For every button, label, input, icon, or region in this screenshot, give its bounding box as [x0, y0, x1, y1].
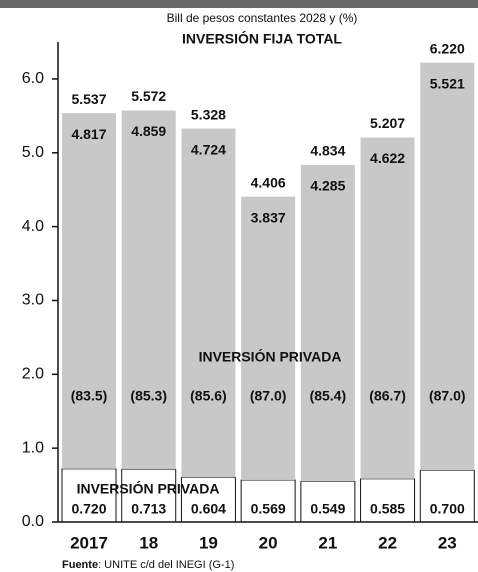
share-label: (85.6): [190, 388, 227, 404]
share-label: (85.3): [130, 388, 167, 404]
total-label: 5.328: [191, 106, 226, 122]
series-label: INVERSIÓN PRIVADA: [199, 348, 342, 365]
private-label: 4.817: [71, 126, 106, 142]
x-tick-label: 20: [259, 533, 278, 552]
x-tick-label: 21: [318, 533, 337, 552]
public-label: 0.585: [370, 501, 405, 517]
total-label: 4.406: [251, 174, 286, 190]
chart-subtitle: Bill de pesos constantes 2028 y (%): [167, 11, 358, 25]
private-bar: [181, 128, 236, 478]
private-bar: [62, 113, 116, 469]
public-label: 0.569: [251, 501, 286, 517]
total-label: 6.220: [430, 40, 465, 56]
y-tick-label: 5.0: [22, 144, 44, 161]
source-label: Fuente: [62, 559, 98, 571]
y-tick-label: 1.0: [22, 439, 44, 456]
top-bar: [0, 0, 478, 8]
total-label: 5.572: [131, 88, 166, 104]
x-tick-label: 19: [199, 533, 218, 552]
share-label: (85.4): [310, 388, 347, 404]
share-label: (86.7): [369, 388, 406, 404]
x-tick-label: 18: [139, 533, 158, 552]
y-tick-label: 3.0: [22, 292, 44, 309]
y-tick-label: 4.0: [22, 218, 44, 235]
public-label: 0.713: [131, 501, 166, 517]
source-text: : UNITE c/d del INEGI (G-1): [98, 559, 234, 571]
private-bar: [300, 165, 355, 482]
public-bar: [121, 468, 177, 523]
y-tick-label: 2.0: [22, 366, 44, 383]
total-label: 4.834: [310, 143, 345, 159]
share-label: (87.0): [429, 388, 466, 404]
total-label: 5.207: [370, 115, 405, 131]
public-label: 0.604: [191, 501, 226, 517]
private-bar: [420, 62, 475, 471]
private-label: 4.622: [370, 150, 405, 166]
private-bar: [121, 110, 176, 470]
share-label: (87.0): [250, 388, 287, 404]
y-tick-label: 0.0: [22, 513, 44, 530]
private-label: 4.859: [131, 123, 166, 139]
private-bar: [360, 137, 415, 479]
public-bar: [240, 479, 296, 523]
public-bar: [360, 478, 416, 523]
x-tick-label: 2017: [70, 533, 108, 552]
source: Fuente: UNITE c/d del INEGI (G-1): [62, 559, 234, 571]
private-label: 5.521: [430, 75, 465, 91]
x-tick-label: 23: [438, 533, 457, 552]
x-tick-label: 22: [378, 533, 397, 552]
y-tick-label: 6.0: [22, 70, 44, 87]
chart-title: INVERSIÓN FIJA TOTAL: [182, 30, 342, 47]
private-label: 4.724: [191, 141, 226, 157]
public-label: 0.720: [71, 501, 106, 517]
private-bar: [241, 196, 296, 480]
private-label: 3.837: [251, 209, 286, 225]
public-label: 0.549: [310, 501, 345, 517]
total-label: 5.537: [71, 91, 106, 107]
public-label: 0.700: [430, 501, 465, 517]
public-bar: [61, 468, 117, 523]
share-label: (83.5): [71, 388, 108, 404]
series-label: INVERSIÓN PRIVADA: [77, 480, 220, 497]
private-label: 4.285: [310, 178, 345, 194]
